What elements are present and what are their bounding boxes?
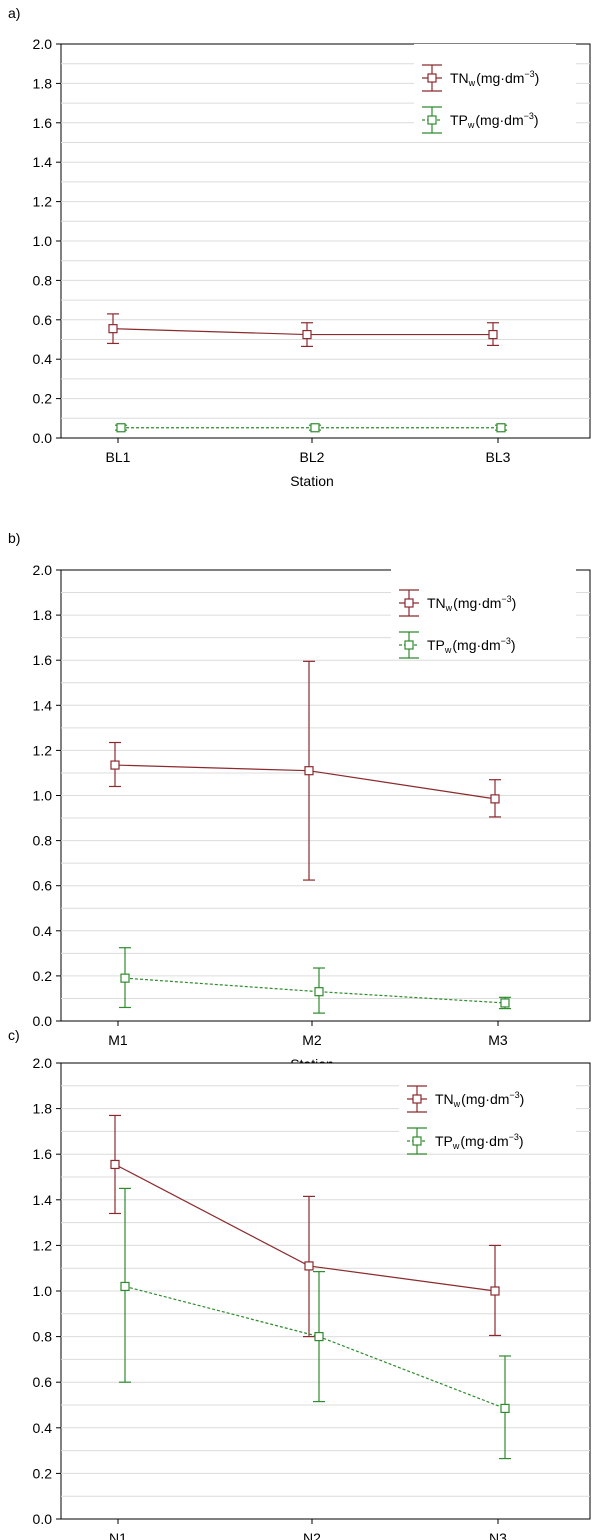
- y-tick-label: 1.4: [33, 1192, 53, 1208]
- y-tick-label: 0.8: [33, 1329, 53, 1345]
- y-tick-label: 0.6: [33, 878, 53, 894]
- data-point-tp: [120, 973, 130, 983]
- data-point-tp: [500, 1403, 510, 1414]
- y-tick-label: 0.6: [33, 312, 53, 328]
- data-point-tn: [302, 329, 312, 340]
- y-tick-label: 0.4: [33, 351, 53, 367]
- legend-label-tp: TPw(mg·dm−3): [450, 111, 539, 130]
- data-point-tn: [490, 1286, 500, 1296]
- data-point-tn: [110, 760, 120, 770]
- y-tick-label: 0.2: [33, 1465, 53, 1481]
- y-tick-label: 1.8: [33, 75, 53, 91]
- legend: TNw(mg·dm−3) TPw(mg·dm−3): [414, 44, 576, 134]
- y-tick-label: 0.8: [33, 833, 53, 849]
- y-tick-label: 1.2: [33, 742, 53, 758]
- legend-label-tn: TNw(mg·dm−3): [427, 594, 516, 613]
- legend-label-tn: TNw(mg·dm−3): [435, 1090, 524, 1109]
- panel-label: b): [8, 530, 20, 546]
- chart-panel-1: a) 0.0 0.2 0.4 0.6 0.8 1.0 1.2 1.4 1.6 1.8 2.0 BL1 BL…: [8, 5, 591, 489]
- y-tick-label: 1.2: [33, 1237, 53, 1253]
- data-point-tn: [304, 1261, 314, 1271]
- y-tick-label: 0.0: [33, 430, 53, 446]
- legend-marker-tn: [427, 73, 437, 83]
- legend: TNw(mg·dm−3) TPw(mg·dm−3): [391, 569, 576, 659]
- y-tick-label: 1.6: [33, 652, 53, 668]
- y-tick-label: 0.6: [33, 1374, 53, 1390]
- panel-label: c): [8, 1027, 20, 1043]
- y-tick-label: 0.4: [33, 923, 53, 939]
- chart-panel-3: c) 0.0 0.2 0.4 0.6 0.8 1.0 1.2 1.4 1.6 1.8 2.0 N1 N2 N…: [8, 1027, 591, 1540]
- legend-marker-tn: [412, 1094, 422, 1104]
- y-tick-label: 0.2: [33, 391, 53, 407]
- y-tick-label: 1.0: [33, 788, 53, 804]
- x-tick-label: M1: [108, 1032, 128, 1048]
- y-tick-label: 1.8: [33, 607, 53, 623]
- legend-label-tn: TNw(mg·dm−3): [450, 69, 539, 88]
- y-tick-label: 1.0: [33, 1283, 53, 1299]
- panel-label: a): [8, 5, 20, 21]
- data-point-tn: [490, 794, 500, 804]
- legend-background: [414, 44, 576, 128]
- y-tick-label: 1.2: [33, 194, 53, 210]
- y-tick-label: 0.2: [33, 968, 53, 984]
- legend-label-tp: TPw(mg·dm−3): [435, 1132, 524, 1151]
- x-tick-label: M2: [302, 1032, 322, 1048]
- chart-panel-2: b) 0.0 0.2 0.4 0.6 0.8 1.0 1.2 1.4 1.6 1.8 2.0 M1 M2 M…: [8, 530, 591, 1072]
- y-tick-label: 2.0: [33, 562, 53, 578]
- y-tick-label: 0.0: [33, 1511, 53, 1527]
- y-tick-label: 1.8: [33, 1101, 53, 1117]
- x-tick-label: M3: [488, 1032, 508, 1048]
- legend-label-tp: TPw(mg·dm−3): [427, 636, 516, 655]
- legend-marker-tp: [427, 115, 437, 125]
- legend-marker-tn: [404, 598, 414, 608]
- x-tick-label: N3: [489, 1530, 507, 1540]
- y-tick-label: 0.0: [33, 1013, 53, 1029]
- y-tick-label: 2.0: [33, 36, 53, 52]
- data-point-tp: [310, 423, 320, 433]
- data-point-tp: [116, 423, 126, 433]
- x-tick-label: BL1: [106, 449, 131, 465]
- data-point-tn: [304, 766, 314, 776]
- y-tick-label: 1.6: [33, 1146, 53, 1162]
- data-point-tp: [120, 1281, 130, 1292]
- y-tick-label: 1.0: [33, 233, 53, 249]
- y-tick-label: 0.8: [33, 272, 53, 288]
- data-point-tp: [500, 998, 510, 1008]
- data-point-tn: [110, 1159, 120, 1170]
- y-tick-label: 1.4: [33, 154, 53, 170]
- legend-background: [391, 569, 576, 653]
- data-point-tp: [314, 1331, 324, 1342]
- y-tick-label: 0.4: [33, 1420, 53, 1436]
- x-tick-label: BL3: [486, 449, 511, 465]
- data-point-tn: [108, 324, 118, 334]
- x-tick-label: BL2: [300, 449, 325, 465]
- y-tick-label: 1.4: [33, 697, 53, 713]
- y-tick-label: 2.0: [33, 1055, 53, 1071]
- y-tick-label: 1.6: [33, 115, 53, 131]
- legend-background: [399, 1065, 576, 1149]
- x-tick-label: N2: [303, 1530, 321, 1540]
- x-axis-label: Station: [290, 473, 334, 489]
- legend-marker-tp: [412, 1136, 422, 1146]
- legend-marker-tp: [404, 640, 414, 650]
- legend: TNw(mg·dm−3) TPw(mg·dm−3): [399, 1065, 576, 1155]
- data-point-tn: [488, 329, 498, 340]
- data-point-tp: [496, 423, 506, 433]
- data-point-tp: [314, 987, 324, 997]
- x-tick-label: N1: [109, 1530, 127, 1540]
